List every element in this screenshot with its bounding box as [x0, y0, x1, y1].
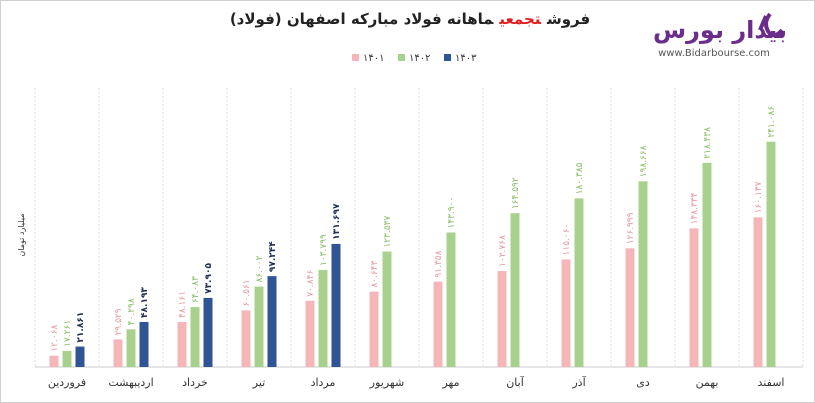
value-label: ۹۷.۲۴۴	[268, 241, 278, 272]
x-tick-label: مهر	[441, 376, 459, 389]
value-label: ۱۲.۰۶۸	[50, 325, 60, 352]
bar	[49, 355, 59, 367]
value-label: ۲۹.۵۲۹	[114, 308, 124, 335]
x-tick-label: فروردین	[48, 376, 86, 389]
bar	[510, 213, 520, 367]
value-label: ۱۸۰.۳۸۵	[575, 162, 585, 194]
value-label: ۷۰.۸۴۶	[306, 270, 316, 297]
legend-swatch	[444, 54, 451, 61]
bar	[433, 281, 443, 367]
value-label: ۱۴۳.۹۰۰	[447, 197, 457, 229]
value-label: ۹۱.۳۵۸	[434, 250, 444, 277]
bar	[113, 339, 123, 367]
value-label: ۴۸.۱۹۳	[140, 287, 150, 318]
logo-icon	[758, 12, 784, 38]
x-tick-label: خرداد	[182, 376, 208, 389]
value-label: ۱۲۳.۵۳۷	[383, 216, 393, 248]
bar	[331, 243, 341, 367]
value-label: ۱۰۳.۷۹۹	[319, 234, 329, 266]
bar	[497, 270, 507, 367]
bar	[139, 321, 149, 367]
value-label: ۱۳۱.۶۹۷	[332, 203, 342, 240]
value-label: ۷۳.۹۰۵	[204, 263, 214, 294]
bar	[190, 307, 200, 367]
bar	[126, 329, 136, 367]
value-label: ۴۰.۲۹۸	[127, 298, 137, 325]
value-label: ۱۴۸.۳۳۴	[690, 192, 700, 224]
value-label: ۱۹۸.۶۶۸	[639, 145, 649, 177]
value-label: ۶۴.۰۸۳	[191, 276, 201, 303]
logo-url: www.Bidarbourse.com	[658, 48, 770, 59]
value-label: ۲۱.۸۶۱	[76, 312, 86, 343]
bar	[267, 276, 277, 367]
x-tick-label: اردیبهشت	[108, 376, 153, 389]
bar	[766, 141, 776, 367]
legend-swatch	[352, 54, 359, 61]
value-label: ۱۷.۲۶۱	[63, 320, 73, 347]
x-tick-label: بهمن	[696, 376, 719, 389]
y-axis-label: میلیارد تومان	[17, 213, 26, 256]
x-tick-label: تیر	[252, 376, 265, 389]
value-label: ۱۲۶.۹۹۹	[626, 212, 636, 244]
value-label: ۲۴۱.۰۸۶	[767, 106, 777, 138]
x-tick-label: اسفند	[758, 376, 785, 389]
value-label: ۲۱۸.۴۳۸	[703, 127, 713, 159]
x-tick-label: مرداد	[311, 376, 336, 389]
value-label: ۴۸.۱۶۱	[178, 291, 188, 318]
x-tick-label: دی	[636, 376, 650, 389]
title-part: ماهانه فولاد مبارکه اصفهان (فولاد)	[229, 10, 494, 28]
value-label: ۸۶.۰۰۲	[255, 255, 265, 282]
title-part: فروش	[546, 10, 591, 28]
value-label: ۶۰.۵۶۱	[242, 279, 252, 306]
title-part: تجمعی	[499, 10, 541, 28]
x-tick-label: شهریور	[369, 376, 404, 389]
x-tick-label: آبان	[506, 375, 524, 389]
x-tick-label: آذر	[571, 375, 586, 389]
bar	[689, 228, 699, 367]
bar	[638, 181, 648, 367]
value-label: ۱۰۲.۷۶۸	[498, 235, 508, 267]
legend-label: ۱۴۰۱	[363, 53, 384, 64]
value-label: ۱۶۴.۵۹۲	[511, 177, 521, 209]
logo-name: بیدار بورس	[653, 16, 787, 44]
bar	[318, 269, 328, 367]
value-label: ۸۰.۶۴۳	[370, 260, 380, 287]
bar	[369, 291, 379, 367]
bar	[241, 310, 251, 367]
legend-label: ۱۴۰۳	[455, 53, 477, 64]
bar	[254, 286, 264, 367]
bar	[177, 321, 187, 367]
value-label: ۱۱۵.۰۶۰	[562, 224, 572, 256]
chart-title: فروش تجمعی ماهانه فولاد مبارکه اصفهان (فول…	[200, 10, 620, 28]
legend-swatch	[398, 54, 405, 61]
bar	[62, 350, 72, 367]
bar	[625, 248, 635, 367]
value-label: ۱۶۰.۱۳۷	[754, 181, 764, 213]
bar	[574, 198, 584, 367]
bar	[561, 259, 571, 367]
bar	[305, 300, 315, 367]
bar	[702, 162, 712, 367]
legend-label: ۱۴۰۲	[409, 53, 430, 64]
bar	[753, 217, 763, 367]
bar	[75, 346, 85, 367]
bar	[203, 297, 213, 367]
bar	[382, 251, 392, 367]
bar	[446, 232, 456, 367]
